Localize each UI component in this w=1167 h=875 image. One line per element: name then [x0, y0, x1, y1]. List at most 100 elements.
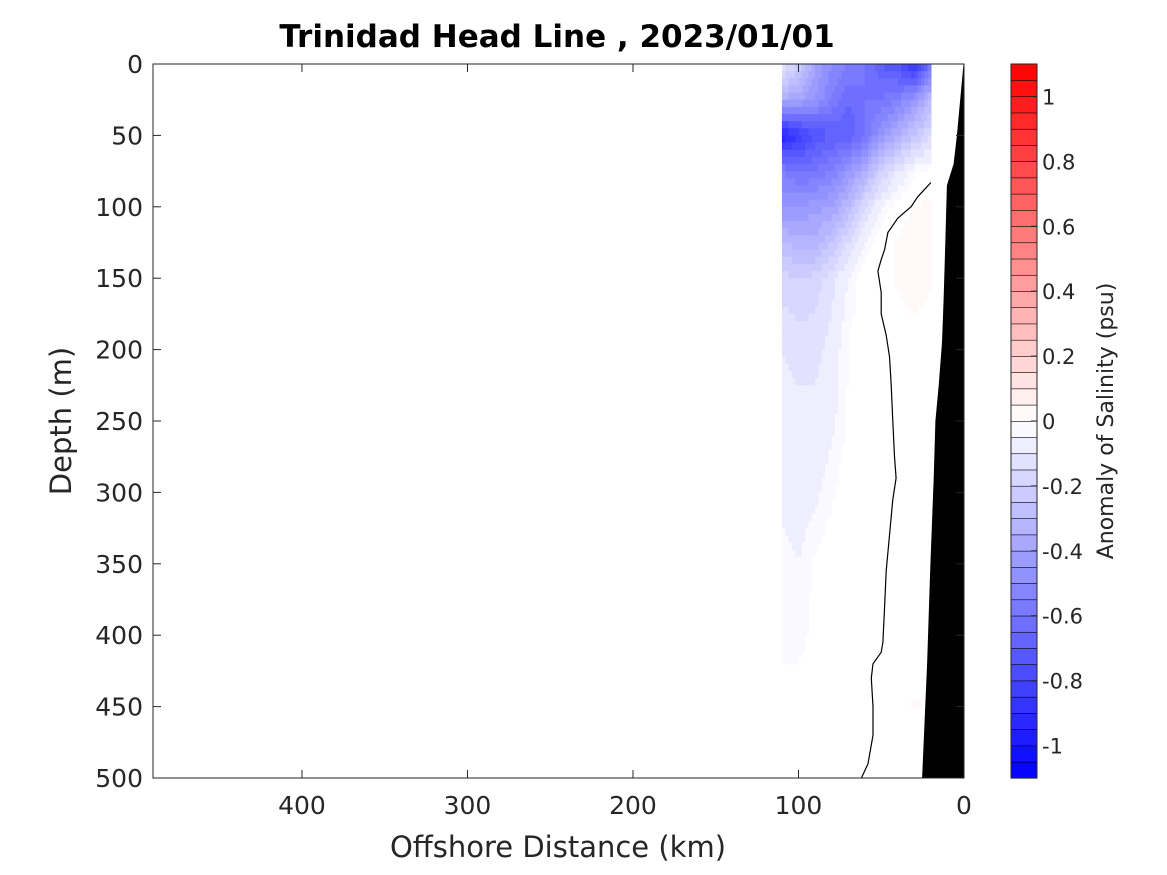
field-cell-1221 [834, 235, 839, 244]
field-cell-1960 [914, 142, 919, 151]
field-cell-1441 [848, 285, 853, 294]
field-cell-280 [791, 263, 796, 272]
field-cell-182 [788, 163, 793, 172]
field-cell-113 [785, 271, 790, 279]
field-cell-989 [821, 392, 826, 401]
field-cell-1090 [828, 185, 833, 194]
field-cell-1116 [828, 371, 833, 379]
field-cell-632 [805, 399, 810, 408]
field-cell-2047 [924, 113, 929, 122]
field-cell-1947 [911, 306, 915, 315]
field-cell-595 [805, 135, 810, 144]
field-cell-1530 [858, 192, 862, 201]
field-cell-349 [795, 156, 800, 165]
field-cell-839 [815, 285, 819, 294]
field-cell-895 [818, 199, 823, 208]
field-cell-1629 [871, 113, 876, 122]
field-cell-1746 [887, 128, 892, 136]
field-cell-2074 [927, 99, 932, 108]
field-cell-1853 [901, 271, 906, 279]
field-cell-685 [808, 206, 813, 215]
field-cell-1384 [844, 199, 849, 208]
field-cell-1286 [838, 278, 843, 286]
field-cell-1655 [874, 121, 879, 129]
field-cell-434 [798, 163, 803, 172]
field-cell-772 [811, 299, 816, 308]
field-cell-1503 [854, 213, 859, 222]
field-cell-137 [785, 442, 790, 451]
field-cell-1750 [887, 156, 892, 165]
field-cell-1440 [848, 278, 853, 286]
colorbar-level-20 [1010, 436, 1038, 455]
field-cell-1702 [881, 121, 886, 129]
field-cell-924 [818, 406, 823, 415]
field-cell-810 [815, 78, 819, 87]
field-cell-2050 [924, 135, 929, 144]
field-cell-87 [785, 85, 790, 94]
field-cell-980 [821, 328, 826, 336]
field-cell-343 [795, 113, 800, 122]
field-cell-396 [795, 492, 800, 501]
field-cell-431 [798, 142, 803, 151]
field-cell-1522 [858, 135, 862, 144]
field-cell-1382 [844, 185, 849, 194]
field-cell-1890 [907, 85, 912, 94]
field-cell-238 [788, 563, 793, 572]
field-cell-1438 [848, 263, 853, 272]
field-cell-138 [785, 449, 790, 458]
field-cell-102 [785, 192, 790, 201]
field-cell-1561 [861, 206, 866, 215]
field-cell-529 [801, 249, 806, 258]
field-cell-1525 [858, 156, 862, 165]
field-cell-123 [785, 342, 790, 351]
field-cell-2056 [924, 206, 929, 215]
field-cell-621 [805, 321, 810, 329]
field-cell-2023 [920, 156, 925, 165]
field-cell-486 [798, 535, 803, 543]
field-cell-414 [795, 620, 800, 629]
field-cell-1344 [841, 292, 846, 301]
field-cell-28 [781, 263, 786, 272]
field-cell-753 [811, 163, 816, 172]
field-cell-1248 [834, 428, 839, 436]
field-cell-1757 [891, 64, 896, 72]
field-cell-1770 [891, 156, 896, 165]
field-cell-1880 [904, 256, 909, 265]
field-cell-1395 [844, 278, 849, 286]
field-cell-501 [798, 642, 803, 651]
field-cell-648 [805, 513, 810, 522]
field-cell-1189 [831, 442, 836, 451]
field-cell-1558 [861, 185, 866, 194]
field-cell-1623 [871, 71, 876, 79]
field-cell-1886 [904, 299, 909, 308]
field-cell-1241 [834, 378, 839, 386]
field-cell-1006 [821, 513, 826, 522]
field-cell-401 [795, 528, 800, 536]
field-cell-254 [791, 78, 796, 87]
field-cell-689 [808, 235, 813, 244]
field-cell-1855 [901, 285, 906, 294]
field-cell-1013 [824, 92, 829, 101]
field-cell-847 [815, 342, 819, 351]
field-cell-1387 [844, 221, 849, 229]
field-cell-862 [815, 449, 819, 458]
field-cell-1036 [824, 256, 829, 265]
field-cell-1062 [824, 442, 829, 451]
field-cell-1850 [901, 249, 906, 258]
field-cell-1748 [887, 142, 892, 151]
field-cell-199 [788, 285, 793, 294]
field-cell-1845 [901, 178, 906, 186]
field-cell-31 [781, 285, 786, 294]
field-cell-1337 [841, 242, 846, 251]
field-cell-1418 [848, 121, 853, 129]
field-cell-314 [791, 506, 796, 515]
field-cell-1837 [901, 121, 906, 129]
field-cell-1552 [861, 142, 866, 151]
field-cell-496 [798, 606, 803, 615]
field-cell-1647 [874, 64, 879, 72]
field-cell-435 [798, 171, 803, 179]
field-cell-318 [791, 535, 796, 543]
field-cell-1710 [881, 178, 886, 186]
field-cell-94 [785, 135, 790, 144]
field-cell-133 [785, 413, 790, 422]
